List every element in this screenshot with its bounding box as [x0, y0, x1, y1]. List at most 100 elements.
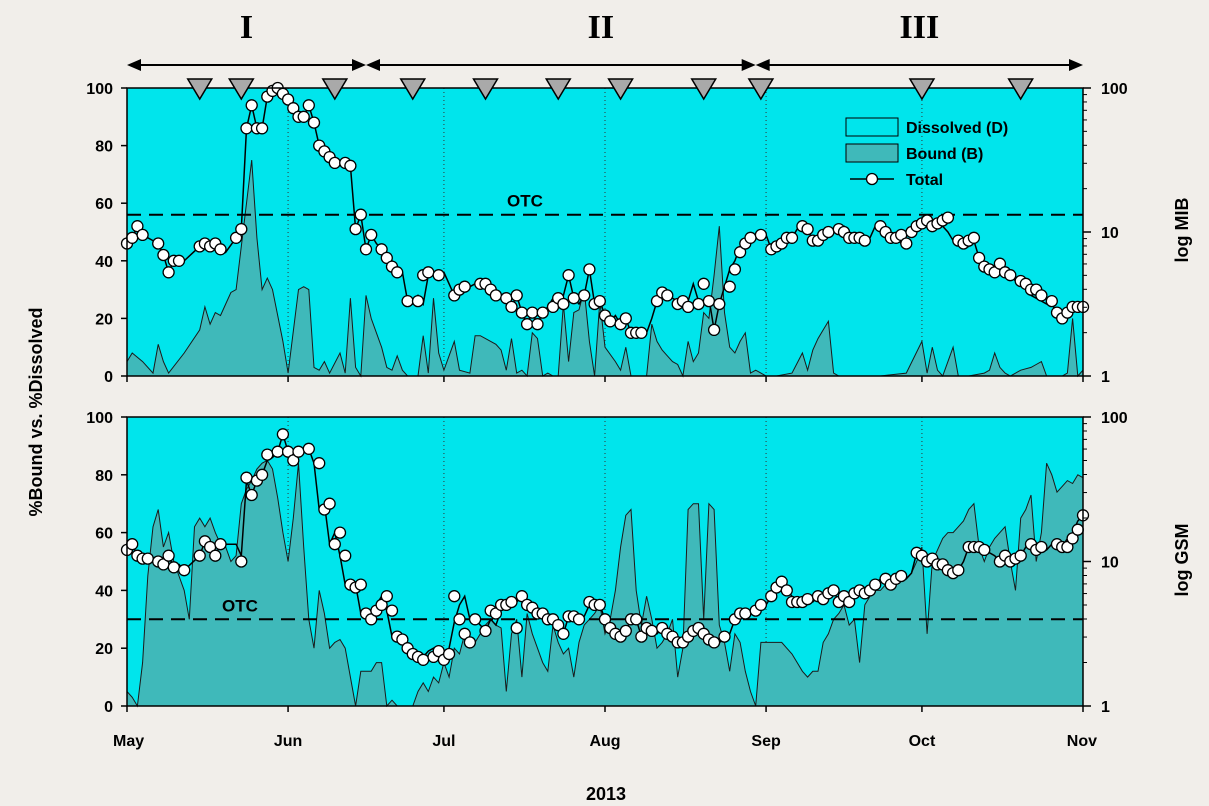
data-point [163, 550, 174, 561]
y-tick-label: 20 [95, 311, 113, 328]
otc-label: OTC [222, 596, 258, 615]
data-point [127, 539, 138, 550]
data-point [402, 296, 413, 307]
data-point [361, 244, 372, 255]
data-point [1005, 270, 1016, 281]
data-point [241, 123, 252, 134]
data-point [241, 472, 252, 483]
data-point [303, 443, 314, 454]
data-point [979, 544, 990, 555]
data-point [594, 599, 605, 610]
data-point [257, 469, 268, 480]
legend-swatch-dissolved [846, 118, 898, 136]
data-point [703, 296, 714, 307]
data-point [787, 232, 798, 243]
phase-label: III [899, 9, 939, 46]
data-point [490, 290, 501, 301]
data-point [896, 571, 907, 582]
data-point [464, 637, 475, 648]
data-point [709, 324, 720, 335]
data-point [620, 625, 631, 636]
data-point [210, 550, 221, 561]
phase-arrow-head [756, 59, 770, 71]
data-point [194, 550, 205, 561]
data-point [387, 605, 398, 616]
data-point [1036, 290, 1047, 301]
data-point [579, 290, 590, 301]
data-point [257, 123, 268, 134]
x-tick-label: Jul [432, 733, 455, 750]
data-point [511, 623, 522, 634]
data-point [179, 565, 190, 576]
data-point [413, 296, 424, 307]
data-point [309, 117, 320, 128]
x-tick-label: Oct [909, 733, 936, 750]
y-tick-label: 100 [86, 410, 113, 427]
data-point [392, 267, 403, 278]
data-point [381, 591, 392, 602]
data-point [636, 327, 647, 338]
data-point [755, 229, 766, 240]
right-tick-label: 100 [1101, 410, 1128, 427]
data-point [631, 614, 642, 625]
data-point [1036, 542, 1047, 553]
data-point [620, 313, 631, 324]
data-point [350, 224, 361, 235]
data-point [298, 111, 309, 122]
data-point [158, 250, 169, 261]
y-tick-label: 60 [95, 526, 113, 543]
y-tick-label: 40 [95, 583, 113, 600]
legend-swatch-bound [846, 144, 898, 162]
data-point [470, 614, 481, 625]
data-point [563, 270, 574, 281]
data-point [506, 301, 517, 312]
data-point [423, 267, 434, 278]
data-point [870, 579, 881, 590]
data-point [729, 264, 740, 275]
data-point [1046, 296, 1057, 307]
data-point [246, 100, 257, 111]
right-tick-label: 100 [1101, 81, 1128, 98]
data-point [1072, 524, 1083, 535]
phase-arrow-head [1069, 59, 1083, 71]
data-point [802, 594, 813, 605]
data-point [506, 597, 517, 608]
data-point [303, 100, 314, 111]
data-point [345, 160, 356, 171]
data-point [605, 316, 616, 327]
data-point [335, 527, 346, 538]
otc-label: OTC [507, 192, 543, 211]
phase-arrow-head [352, 59, 366, 71]
data-point [953, 565, 964, 576]
right-axis-title-top: log MIB [1172, 198, 1192, 263]
y-tick-label: 80 [95, 468, 113, 485]
data-point [859, 235, 870, 246]
data-point [433, 270, 444, 281]
data-point [480, 625, 491, 636]
data-point [340, 550, 351, 561]
x-tick-label: May [113, 733, 144, 750]
data-point [755, 599, 766, 610]
data-point [709, 637, 720, 648]
data-point [662, 290, 673, 301]
right-axis-title-bottom: log GSM [1172, 524, 1192, 597]
data-point [366, 229, 377, 240]
x-tick-label: Jun [274, 733, 302, 750]
y-tick-label: 60 [95, 196, 113, 213]
data-point [1015, 550, 1026, 561]
y-tick-label: 0 [104, 369, 113, 386]
data-point [594, 296, 605, 307]
x-tick-label: Nov [1067, 733, 1097, 750]
data-point [459, 281, 470, 292]
data-point [324, 498, 335, 509]
data-point [574, 614, 585, 625]
y-tick-label: 0 [104, 699, 113, 716]
right-tick-label: 1 [1101, 369, 1110, 386]
data-point [215, 539, 226, 550]
data-point [168, 562, 179, 573]
data-point [823, 227, 834, 238]
data-point [127, 232, 138, 243]
x-tick-label: Aug [589, 733, 620, 750]
y-tick-label: 40 [95, 254, 113, 271]
